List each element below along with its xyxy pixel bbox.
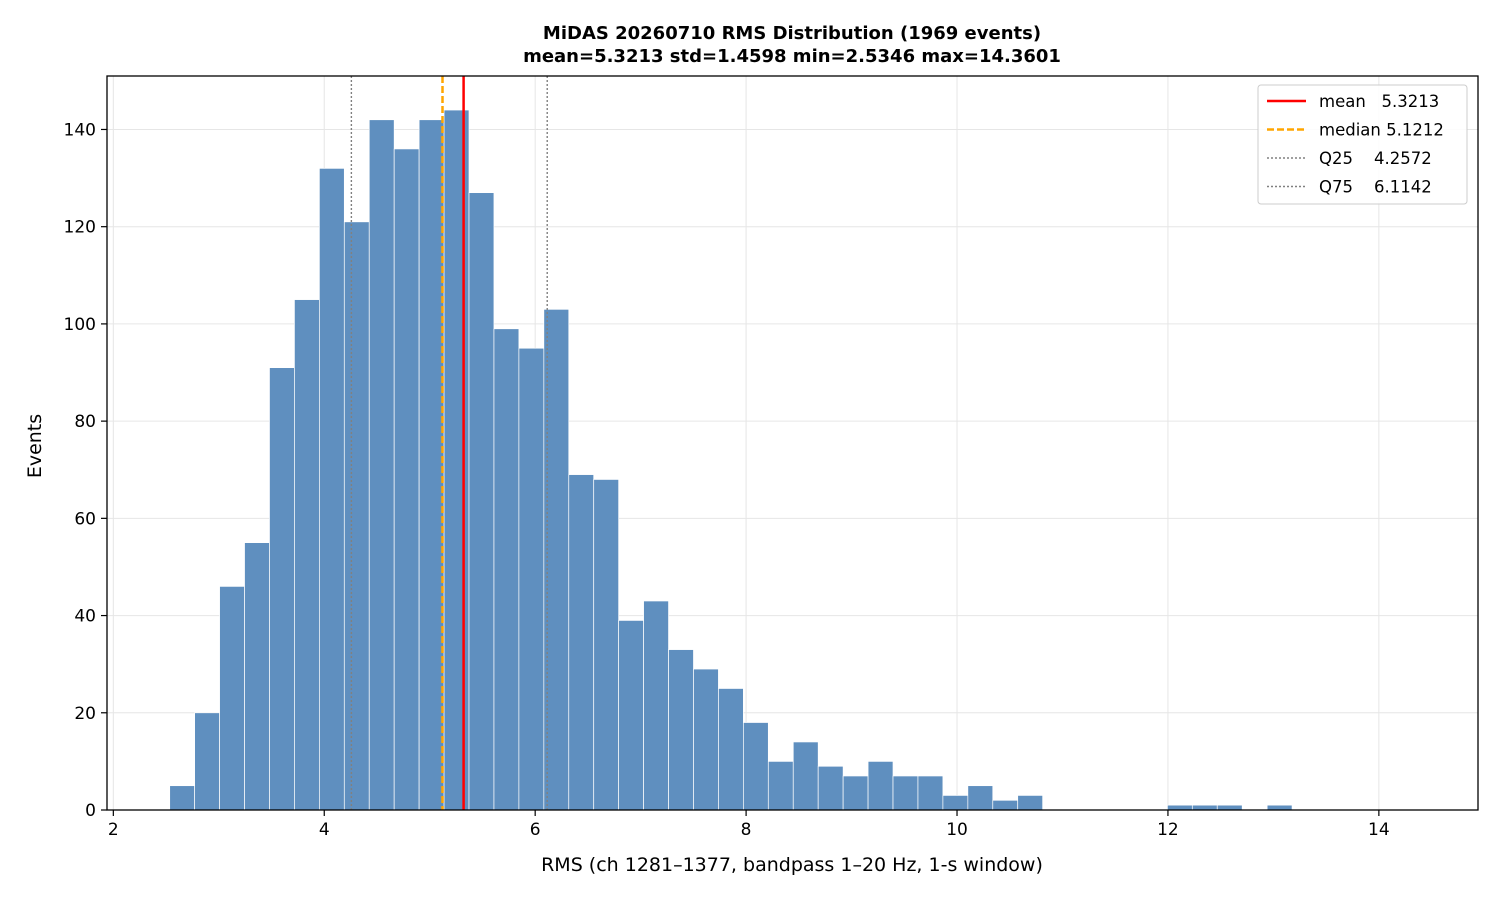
x-tick-label: 4 <box>319 820 330 840</box>
x-tick-label: 6 <box>530 820 541 840</box>
histogram-bar <box>269 367 295 811</box>
chart-subtitle: mean=5.3213 std=1.4598 min=2.5346 max=14… <box>523 46 1061 67</box>
legend-mean-label: mean 5.3213 <box>1319 92 1439 111</box>
histogram-bar <box>418 119 445 811</box>
reference-lines <box>350 76 548 810</box>
y-tick-label: 120 <box>64 218 96 238</box>
histogram-bar <box>618 620 644 811</box>
bars-layer <box>169 109 1293 811</box>
x-tick-label: 14 <box>1368 820 1390 840</box>
histogram-bar <box>319 168 345 811</box>
histogram-bar <box>443 109 470 811</box>
histogram-bar <box>992 799 1019 811</box>
legend-box <box>1257 84 1468 205</box>
histogram-bar <box>743 722 769 811</box>
histogram-bar <box>767 761 794 811</box>
x-tick-label: 10 <box>946 820 968 840</box>
histogram-bar <box>518 347 545 811</box>
histogram-bar <box>1191 804 1218 811</box>
histogram-bar <box>194 712 220 811</box>
y-tick-label: 0 <box>85 801 96 821</box>
legend-items: mean 5.3213 median 5.1212 Q25 4.2572 Q75 6.… <box>1267 92 1444 197</box>
histogram-bar <box>1266 804 1293 811</box>
x-axis-label: RMS (ch 1281–1377, bandpass 1–20 Hz, 1-s… <box>541 854 1043 876</box>
x-tick-label: 2 <box>108 820 119 840</box>
histogram-bar <box>294 299 320 811</box>
histogram-bar <box>693 668 719 811</box>
y-tick-label: 80 <box>74 412 96 432</box>
histogram-bar <box>892 775 919 811</box>
histogram-bar <box>593 479 620 811</box>
legend: mean 5.3213 median 5.1212 Q25 4.2572 Q75 6.… <box>1257 84 1468 205</box>
histogram-bar <box>1167 804 1193 811</box>
legend-median-label: median 5.1212 <box>1319 121 1444 140</box>
histogram-bar <box>817 765 844 811</box>
y-tick-label: 100 <box>64 315 96 335</box>
histogram-bar <box>718 688 744 811</box>
histogram-bar <box>244 542 270 811</box>
histogram-bar <box>368 119 395 811</box>
histogram-bar <box>668 649 694 811</box>
y-tick-label: 140 <box>64 120 96 140</box>
histogram-bar <box>867 761 894 811</box>
histogram-bar <box>343 221 370 811</box>
histogram-bar <box>393 148 420 811</box>
histogram-bar <box>842 775 869 811</box>
histogram-bar <box>942 795 969 811</box>
plot-frame <box>106 75 1479 811</box>
legend-q75-label: Q75 6.1142 <box>1319 178 1432 197</box>
y-tick-label: 40 <box>74 607 96 627</box>
histogram-bar <box>219 586 245 811</box>
histogram-bar <box>917 775 944 811</box>
histogram-bar <box>493 328 520 811</box>
x-tick-label: 8 <box>741 820 752 840</box>
histogram-bar <box>468 192 495 811</box>
y-axis-label: Events <box>24 414 46 478</box>
histogram-bar <box>967 785 994 811</box>
legend-q25-label: Q25 4.2572 <box>1319 149 1432 168</box>
histogram-bar <box>169 785 195 811</box>
histogram-bar <box>1017 795 1044 811</box>
y-tick-label: 60 <box>74 509 96 529</box>
x-tick-label: 12 <box>1157 820 1179 840</box>
y-tick-label: 20 <box>74 704 96 724</box>
histogram-bar <box>1216 804 1243 811</box>
chart-title: MiDAS 20260710 RMS Distribution (1969 ev… <box>543 23 1041 44</box>
histogram-bar <box>643 600 669 811</box>
histogram-bar <box>792 741 819 811</box>
histogram-bar <box>543 308 570 811</box>
histogram-bar <box>568 474 595 811</box>
